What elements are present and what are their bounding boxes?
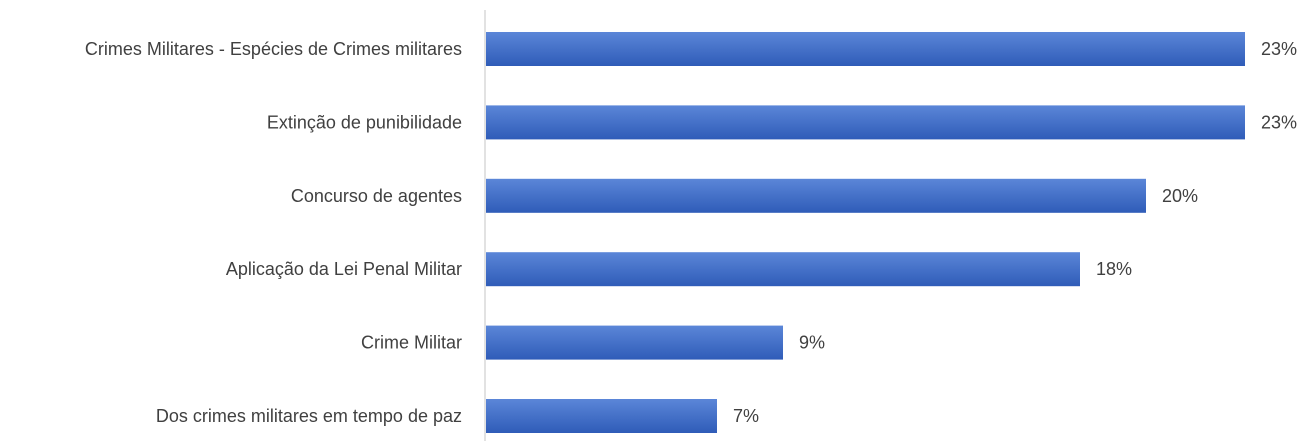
- bar-4: [486, 325, 783, 360]
- category-label-1: Extinção de punibilidade: [267, 112, 462, 132]
- value-label-2: 20%: [1162, 186, 1198, 206]
- bar-1: [486, 105, 1245, 140]
- category-label-3: Aplicação da Lei Penal Militar: [226, 259, 462, 279]
- category-label-0: Crimes Militares - Espécies de Crimes mi…: [85, 39, 462, 59]
- value-label-0: 23%: [1261, 39, 1297, 59]
- labels-layer: Crimes Militares - Espécies de Crimes mi…: [85, 39, 1297, 426]
- category-label-4: Crime Militar: [361, 333, 462, 353]
- value-label-3: 18%: [1096, 259, 1132, 279]
- bars-layer: [486, 32, 1245, 433]
- bar-0: [486, 32, 1245, 66]
- value-label-1: 23%: [1261, 112, 1297, 132]
- bar-3: [486, 252, 1080, 287]
- bar-2: [486, 178, 1146, 213]
- category-label-5: Dos crimes militares em tempo de paz: [156, 406, 462, 426]
- value-label-5: 7%: [733, 406, 759, 426]
- bar-5: [486, 399, 717, 433]
- value-label-4: 9%: [799, 333, 825, 353]
- category-label-2: Concurso de agentes: [291, 186, 462, 206]
